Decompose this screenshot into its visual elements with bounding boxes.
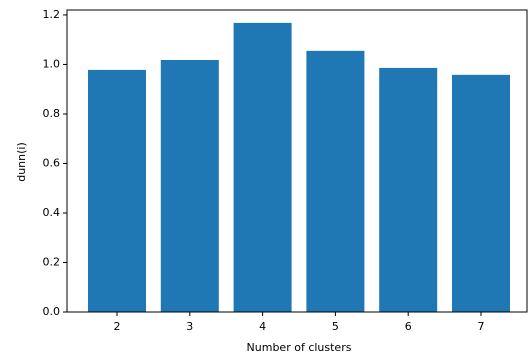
y-tick-label: 0.6: [43, 156, 61, 169]
x-tick-label: 7: [478, 320, 485, 333]
x-tick-label: 2: [114, 320, 121, 333]
bar: [452, 74, 510, 312]
x-tick-label: 4: [259, 320, 266, 333]
bar: [88, 69, 146, 313]
bar: [306, 50, 365, 312]
y-tick-label: 0.8: [43, 107, 61, 120]
bar: [233, 22, 292, 312]
x-axis-label: Number of clusters: [247, 341, 352, 354]
y-axis-label: dunn(i): [15, 142, 28, 182]
x-tick-label: 3: [186, 320, 193, 333]
y-tick-label: 0.0: [43, 305, 61, 318]
x-tick-label: 5: [332, 320, 339, 333]
x-tick-label: 6: [405, 320, 412, 333]
plot-frame: [66, 9, 528, 313]
y-tick-label: 0.4: [43, 206, 61, 219]
y-tick-label: 1.0: [43, 57, 61, 70]
y-tick-label: 0.2: [43, 255, 61, 268]
y-tick-label: 1.2: [43, 8, 61, 21]
bar: [379, 67, 438, 312]
bar: [160, 60, 219, 312]
